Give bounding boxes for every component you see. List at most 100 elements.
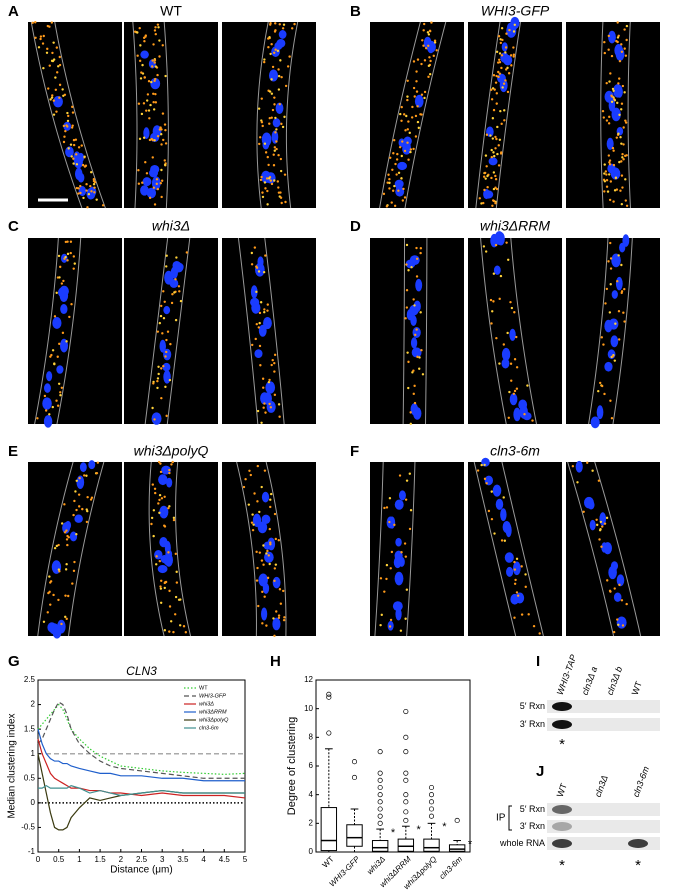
mrna-spot — [413, 401, 417, 405]
mrna-spot — [272, 51, 276, 54]
nucleus — [404, 140, 411, 154]
mrna-spot — [279, 602, 283, 605]
mrna-spot — [251, 528, 255, 532]
mrna-spot — [415, 246, 418, 250]
nucleus — [575, 460, 583, 473]
mrna-spot — [601, 525, 604, 528]
nucleus — [163, 348, 172, 361]
mrna-spot — [53, 546, 57, 550]
mrna-spot — [391, 189, 395, 192]
mrna-spot — [278, 415, 281, 418]
nucleus — [46, 371, 53, 382]
mrna-spot — [95, 198, 98, 201]
mrna-spot — [172, 630, 175, 634]
mrna-spot — [159, 314, 163, 318]
mrna-spot — [603, 392, 606, 396]
mrna-spot — [168, 589, 171, 593]
outlier — [326, 694, 332, 700]
mrna-spot — [266, 549, 269, 553]
mrna-spot — [427, 75, 430, 79]
mrna-spot — [624, 54, 628, 57]
mrna-spot — [620, 202, 624, 206]
mrna-spot — [494, 243, 498, 247]
mrna-spot — [413, 384, 416, 388]
mrna-spot — [515, 557, 519, 561]
mrna-spot — [153, 487, 157, 490]
mrna-spot — [495, 336, 498, 340]
mrna-spot — [258, 311, 262, 315]
mrna-spot — [421, 373, 425, 376]
x-tick-label: 4.5 — [219, 855, 231, 864]
mrna-spot — [77, 505, 81, 508]
significance-mark: * — [559, 857, 565, 874]
mrna-spot — [155, 178, 159, 181]
mrna-spot — [159, 182, 162, 185]
mrna-spot — [59, 391, 62, 394]
mrna-spot — [383, 590, 386, 593]
mrna-spot — [385, 577, 388, 581]
mrna-spot — [267, 380, 271, 384]
mrna-spot — [71, 111, 75, 114]
mrna-spot — [415, 275, 419, 278]
mrna-spot — [163, 300, 166, 303]
mrna-spot — [395, 173, 398, 176]
mrna-spot — [403, 196, 407, 199]
micrograph — [370, 462, 464, 636]
mrna-spot — [619, 189, 622, 192]
mrna-spot — [37, 46, 41, 49]
box — [423, 838, 440, 852]
nucleus — [278, 30, 287, 39]
mrna-spot — [150, 80, 153, 84]
mrna-spot — [72, 143, 76, 147]
mrna-spot — [278, 588, 282, 591]
mrna-spot — [261, 195, 265, 199]
nucleus — [509, 328, 516, 341]
nucleus — [53, 96, 63, 108]
mrna-spot — [153, 418, 156, 421]
mrna-spot — [624, 119, 627, 122]
mrna-spot — [494, 177, 498, 181]
nucleus — [415, 278, 423, 292]
row-label: 5′ Rxn — [520, 804, 545, 814]
mrna-spot — [57, 543, 60, 547]
mrna-spot — [416, 58, 420, 61]
mrna-spot — [394, 162, 397, 166]
x-axis-label: Distance (μm) — [110, 865, 172, 876]
mrna-spot — [595, 523, 599, 527]
mrna-spot — [141, 63, 144, 67]
panel-letter: J — [536, 763, 544, 780]
mrna-spot — [256, 409, 260, 413]
nucleus — [506, 566, 514, 577]
mrna-spot — [412, 392, 415, 396]
nucleus — [608, 30, 616, 44]
mrna-spot — [404, 617, 407, 620]
mrna-spot — [51, 405, 54, 409]
mrna-spot — [623, 91, 626, 94]
mrna-spot — [78, 476, 81, 480]
x-tick-label: 0.5 — [53, 855, 65, 864]
mrna-spot — [157, 26, 160, 29]
nucleus — [394, 499, 404, 510]
mrna-spot — [617, 309, 621, 313]
mrna-spot — [77, 187, 80, 190]
mrna-spot — [156, 23, 160, 26]
nucleus — [250, 285, 258, 299]
mrna-spot — [264, 151, 268, 154]
panel-letter: A — [8, 3, 19, 20]
mrna-spot — [159, 585, 162, 588]
mrna-spot — [407, 360, 410, 364]
mrna-spot — [136, 54, 139, 57]
mrna-spot — [53, 362, 56, 365]
significance-mark: * — [635, 857, 641, 874]
mrna-spot — [60, 522, 64, 525]
x-tick-label: 2 — [119, 855, 124, 864]
mrna-spot — [54, 88, 58, 91]
mrna-spot — [261, 124, 264, 128]
nucleus — [56, 365, 64, 374]
outlier — [377, 799, 383, 805]
panel-title: whi3ΔRRM — [480, 218, 550, 234]
y-axis-label: Degree of clustering — [286, 717, 298, 815]
hypha-outline — [30, 21, 83, 209]
mrna-spot — [512, 55, 515, 58]
legend-label: whi3ΔRRM — [199, 709, 227, 715]
